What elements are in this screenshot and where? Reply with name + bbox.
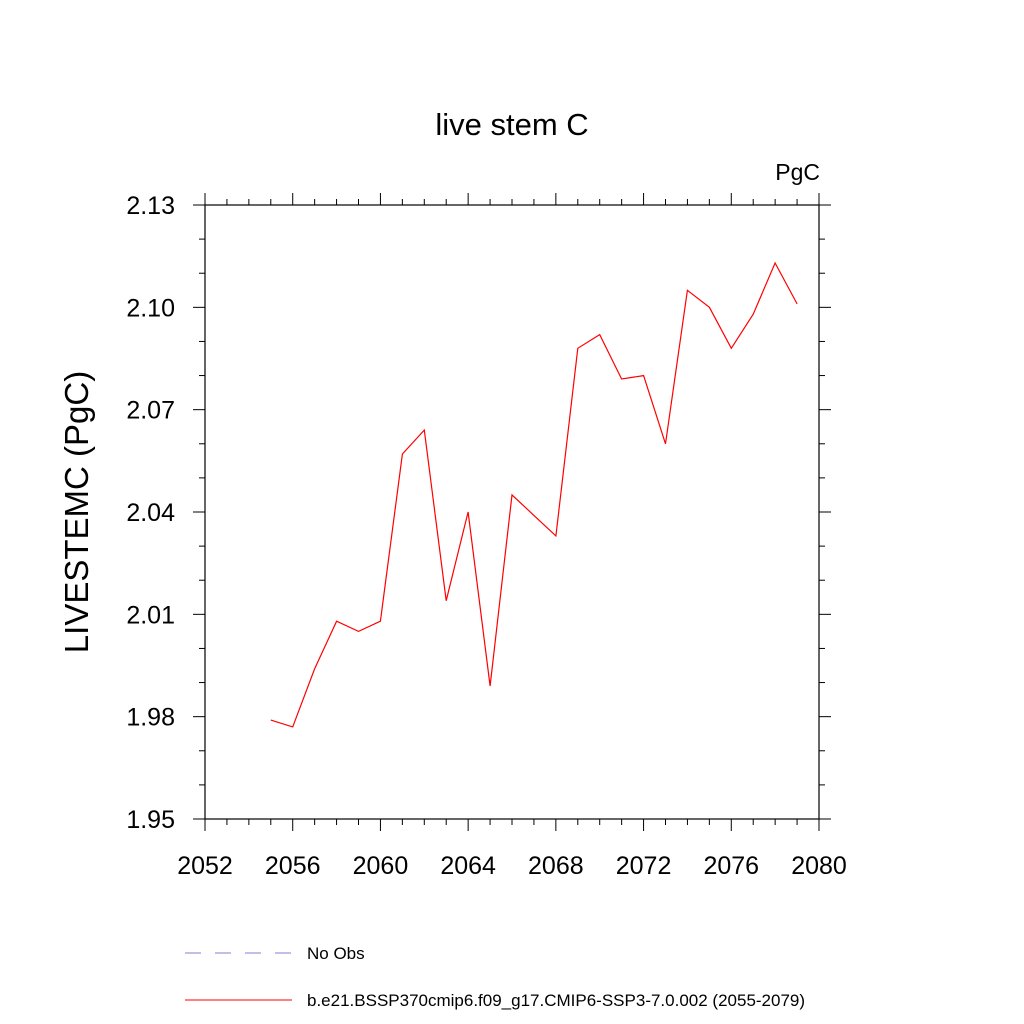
y-tick-label: 2.01 [126,601,175,629]
axis-ticks: 2052 2056 2060 2064 2068 2072 2076 2080 1.95 1.98… [126,192,846,880]
x-tick-label: 2056 [265,852,321,880]
y-tick-label: 2.04 [126,499,175,527]
x-tick-label: 2076 [703,852,759,880]
x-tick-label: 2072 [616,852,672,880]
legend: No Obs b.e21.BSSP370cmip6.f09_g17.CMIP6-S… [185,944,805,1010]
x-tick-label: 2060 [353,852,409,880]
plot-frame [204,204,820,820]
series-line [270,261,798,728]
y-tick-label: 1.95 [126,806,175,834]
data-series [270,261,798,728]
x-tick-label: 2080 [791,852,847,880]
units-label: PgC [775,159,820,185]
y-tick-label: 1.98 [126,704,175,732]
chart-title: live stem C [435,107,588,142]
legend-label: No Obs [307,944,365,963]
y-tick-label: 2.10 [126,294,175,322]
x-tick-label: 2052 [177,852,233,880]
y-tick-label: 2.07 [126,397,175,425]
legend-label: b.e21.BSSP370cmip6.f09_g17.CMIP6-SSP3-7.… [307,991,805,1010]
y-axis-label: LIVESTEMC (PgC) [58,371,95,653]
y-tick-label: 2.13 [126,192,175,220]
x-tick-label: 2064 [440,852,496,880]
x-tick-label: 2068 [528,852,584,880]
